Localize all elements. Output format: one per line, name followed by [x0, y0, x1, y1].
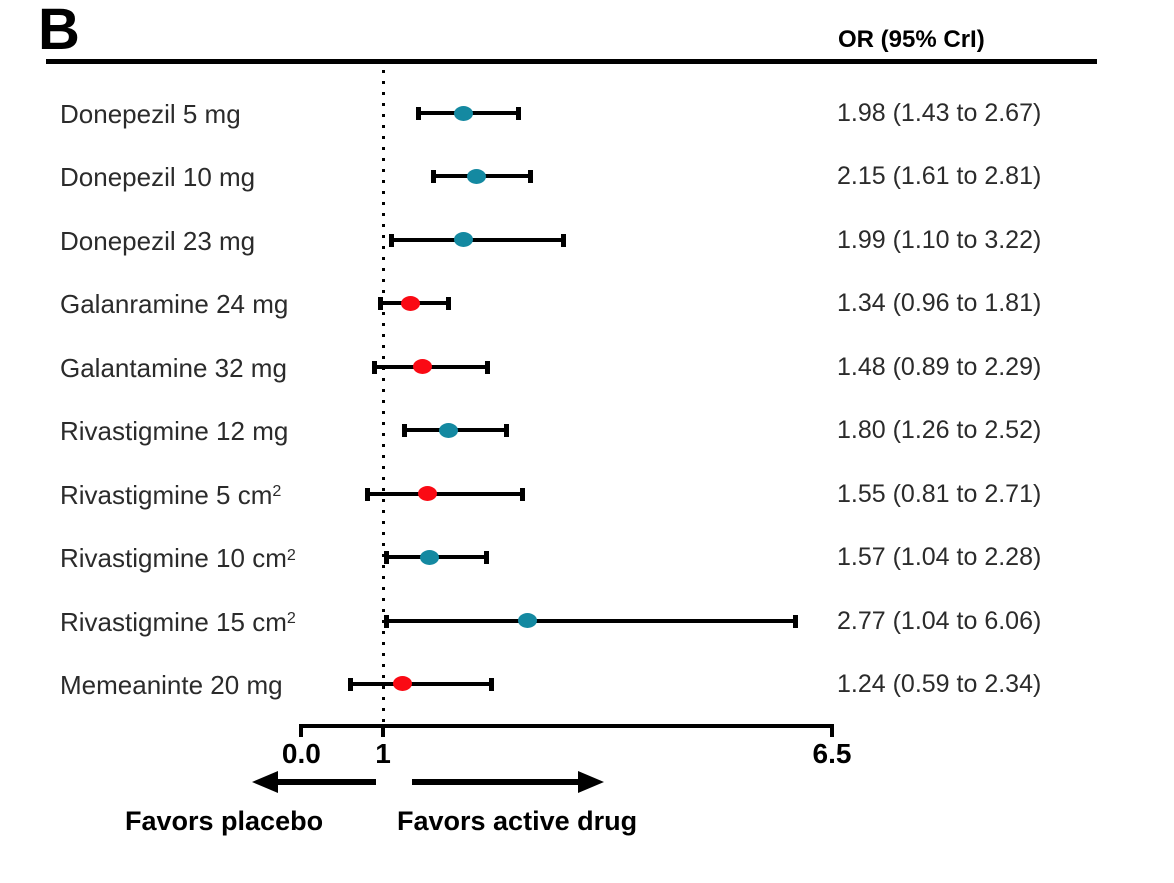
or-marker [454, 232, 474, 248]
left-arrow-icon [252, 771, 278, 793]
or-marker [418, 486, 438, 502]
ci-cap-lower [389, 233, 395, 247]
ci-cap-lower [365, 487, 371, 501]
or-value: 1.99 (1.10 to 3.22) [837, 225, 1042, 254]
ci-cap-upper [516, 107, 522, 120]
row-label: Rivastigmine 12 mg [60, 416, 289, 447]
right-arrow-icon [578, 771, 604, 793]
or-value: 1.48 (0.89 to 2.29) [837, 352, 1042, 381]
ci-cap-lower [430, 170, 436, 184]
ci-cap-upper [489, 677, 495, 691]
reference-line-or-1 [381, 70, 385, 724]
ci-cap-upper [527, 170, 533, 184]
row-label: Donepezil 23 mg [60, 225, 256, 256]
ci-cap-lower [377, 297, 383, 311]
right-arrow-shaft [412, 779, 580, 785]
favors-active-drug-label: Favors active drug [397, 806, 638, 836]
or-value: 2.77 (1.04 to 6.06) [837, 606, 1042, 635]
or-column-header: OR (95% CrI) [838, 26, 985, 53]
ci-line [349, 681, 493, 686]
x-axis-tick [829, 724, 834, 737]
x-axis-tick [299, 724, 304, 737]
ci-cap-upper [561, 233, 567, 247]
or-marker [453, 105, 473, 121]
or-value: 1.55 (0.81 to 2.71) [837, 479, 1042, 508]
row-label: Donepezil 10 mg [60, 162, 256, 193]
ci-line [391, 237, 565, 242]
ci-cap-lower [384, 551, 390, 565]
panel-label: B [38, 0, 80, 62]
ci-cap-lower [402, 424, 408, 438]
favors-placebo-label: Favors placebo [125, 806, 324, 836]
x-axis-line [301, 724, 832, 728]
row-label: Rivastigmine 5 cm2 [60, 479, 282, 510]
row-label: Rivastigmine 15 cm2 [60, 606, 296, 637]
or-marker [412, 359, 432, 375]
or-marker [467, 168, 487, 184]
ci-cap-upper [519, 487, 525, 501]
or-marker [517, 613, 537, 629]
or-value: 1.34 (0.96 to 1.81) [837, 289, 1042, 318]
header-rule [46, 59, 1097, 64]
superscript: 2 [286, 609, 296, 628]
or-marker [438, 422, 458, 438]
or-marker [401, 295, 421, 311]
x-axis-tick-label: 6.5 [812, 738, 852, 769]
x-axis-tick-label: 1 [375, 738, 391, 769]
ci-line [386, 618, 797, 623]
ci-cap-upper [504, 424, 510, 438]
or-value: 1.24 (0.59 to 2.34) [837, 669, 1042, 698]
row-label: Memeaninte 20 mg [60, 669, 283, 700]
ci-line [367, 491, 523, 496]
ci-cap-upper [485, 360, 491, 374]
superscript: 2 [286, 545, 296, 564]
or-value: 1.80 (1.26 to 2.52) [837, 416, 1042, 445]
x-axis-tick [381, 724, 385, 737]
or-value: 2.15 (1.61 to 2.81) [837, 162, 1042, 191]
ci-cap-lower [384, 614, 390, 628]
row-label: Galantamine 32 mg [60, 352, 287, 383]
row-label: Rivastigmine 10 cm2 [60, 543, 296, 574]
ci-cap-upper [484, 551, 490, 565]
left-arrow-shaft [276, 779, 376, 785]
or-value: 1.98 (1.43 to 2.67) [837, 99, 1042, 127]
ci-cap-lower [372, 360, 378, 374]
or-marker [420, 549, 440, 565]
ci-cap-lower [347, 677, 353, 691]
ci-cap-lower [416, 107, 422, 120]
row-label: Galanramine 24 mg [60, 289, 289, 320]
or-marker [393, 676, 413, 692]
ci-cap-upper [446, 297, 452, 311]
ci-cap-upper [793, 614, 799, 628]
or-value: 1.57 (1.04 to 2.28) [837, 543, 1042, 572]
superscript: 2 [272, 482, 282, 501]
x-axis-tick-label: 0.0 [281, 738, 321, 769]
row-label: Donepezil 5 mg [60, 99, 241, 129]
